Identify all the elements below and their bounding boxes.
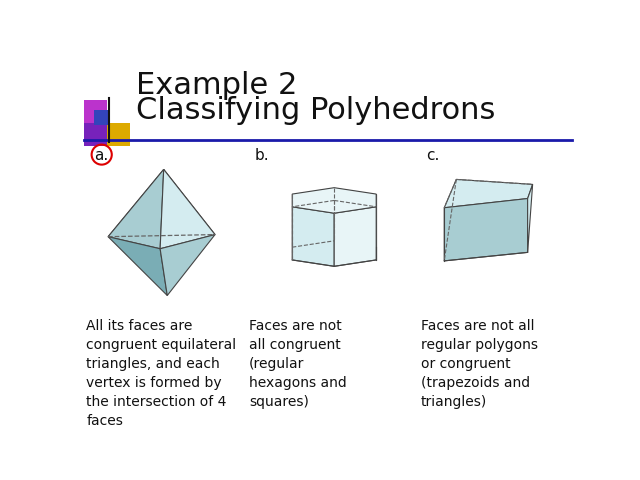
- Polygon shape: [160, 235, 215, 296]
- Polygon shape: [160, 169, 215, 249]
- Text: Example 2: Example 2: [136, 72, 297, 100]
- Text: b.: b.: [254, 148, 269, 164]
- Text: c.: c.: [426, 148, 440, 164]
- Text: a.: a.: [94, 148, 108, 164]
- Polygon shape: [527, 184, 532, 252]
- Polygon shape: [108, 169, 164, 249]
- Bar: [107, 123, 131, 146]
- Polygon shape: [292, 188, 334, 247]
- Text: Faces are not all
regular polygons
or congruent
(trapezoids and
triangles): Faces are not all regular polygons or co…: [421, 319, 538, 409]
- Bar: [84, 100, 107, 123]
- Bar: [84, 123, 107, 146]
- Bar: [94, 110, 109, 125]
- Polygon shape: [108, 169, 170, 237]
- Polygon shape: [444, 199, 527, 261]
- Text: Classifying Polyhedrons: Classifying Polyhedrons: [136, 96, 495, 125]
- Polygon shape: [292, 207, 334, 266]
- Polygon shape: [334, 188, 376, 247]
- Polygon shape: [444, 180, 532, 208]
- Polygon shape: [292, 188, 376, 213]
- Polygon shape: [334, 207, 376, 266]
- Polygon shape: [108, 237, 167, 296]
- Text: All its faces are
congruent equilateral
triangles, and each
vertex is formed by
: All its faces are congruent equilateral …: [86, 319, 236, 428]
- Polygon shape: [164, 169, 215, 235]
- Text: Faces are not
all congruent
(regular
hexagons and
squares): Faces are not all congruent (regular hex…: [249, 319, 347, 409]
